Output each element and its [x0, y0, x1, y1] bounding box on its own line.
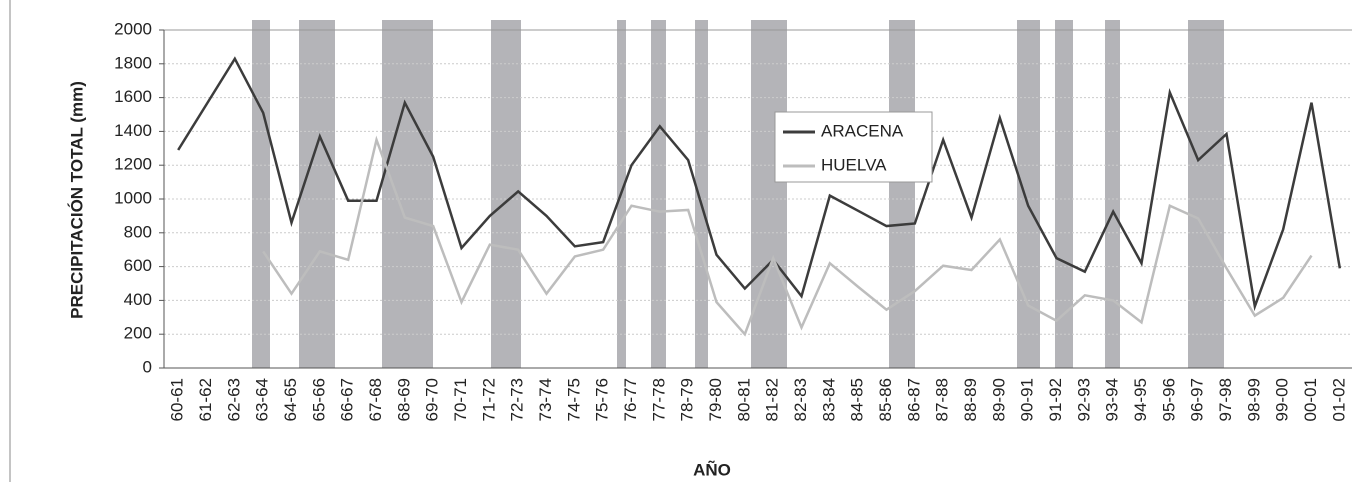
shaded-period: [1017, 20, 1040, 368]
y-axis-label: PRECIPITACIÓN TOTAL (mm): [67, 81, 86, 319]
series-line: [262, 135, 1313, 337]
y-tick-label: 1200: [114, 155, 152, 174]
x-axis-label: AÑO: [693, 459, 731, 479]
x-tick-label: 75-76: [593, 378, 612, 421]
x-tick-label: 01-02: [1329, 378, 1348, 421]
x-tick-label: 96-97: [1188, 378, 1207, 421]
shaded-period: [382, 20, 433, 368]
shaded-period: [1055, 20, 1073, 368]
x-tick-label: 97-98: [1216, 378, 1235, 421]
x-tick-label: 62-63: [224, 378, 243, 421]
x-tick-label: 85-86: [876, 378, 895, 421]
y-tick-label: 600: [124, 256, 152, 275]
x-tick-label: 60-61: [168, 378, 187, 421]
x-tick-label: 99-00: [1273, 378, 1292, 421]
y-tick-label: 400: [124, 290, 152, 309]
x-tick-label: 69-70: [423, 378, 442, 421]
y-tick-label: 1400: [114, 121, 152, 140]
x-tick-label: 70-71: [451, 378, 470, 421]
y-tick-label: 1600: [114, 87, 152, 106]
x-tick-label: 84-85: [848, 378, 867, 421]
x-tick-label: 79-80: [706, 378, 725, 421]
x-tick-label: 76-77: [621, 378, 640, 421]
x-tick-label: 86-87: [904, 378, 923, 421]
x-tick-label: 74-75: [564, 378, 583, 421]
shaded-period: [651, 20, 666, 368]
y-tick-label: 1000: [114, 188, 152, 207]
x-tick-label: 88-89: [961, 378, 980, 421]
x-tick-label: 64-65: [281, 378, 300, 421]
x-tick-label: 63-64: [253, 378, 272, 421]
shaded-period: [299, 20, 335, 368]
x-tick-label: 68-69: [394, 378, 413, 421]
x-tick-label: 87-88: [933, 378, 952, 421]
y-tick-label: 2000: [114, 19, 152, 38]
x-tick-label: 80-81: [734, 378, 753, 421]
x-tick-label: 90-91: [1018, 378, 1037, 421]
y-tick-label: 1800: [114, 53, 152, 72]
x-tick-label: 91-92: [1046, 378, 1065, 421]
series-line: [177, 56, 1342, 312]
x-tick-label: 72-73: [508, 378, 527, 421]
x-tick-label: 98-99: [1244, 378, 1263, 421]
y-tick-label: 800: [124, 222, 152, 241]
shaded-period: [695, 20, 708, 368]
x-tick-label: 73-74: [536, 378, 555, 421]
x-tick-label: 81-82: [763, 378, 782, 421]
x-tick-label: 93-94: [1103, 378, 1122, 421]
x-tick-label: 95-96: [1159, 378, 1178, 421]
x-tick-label: 83-84: [819, 378, 838, 421]
legend-label: ARACENA: [821, 121, 904, 140]
legend-box: [774, 111, 933, 183]
x-tick-label: 67-68: [366, 378, 385, 421]
legend-label: HUELVA: [821, 155, 887, 174]
shaded-period: [252, 20, 270, 368]
x-tick-label: 78-79: [678, 378, 697, 421]
x-tick-label: 65-66: [309, 378, 328, 421]
shaded-period: [889, 20, 915, 368]
x-tick-label: 82-83: [791, 378, 810, 421]
x-tick-label: 94-95: [1131, 378, 1150, 421]
x-tick-label: 77-78: [649, 378, 668, 421]
shaded-period: [1188, 20, 1224, 368]
x-tick-label: 71-72: [479, 378, 498, 421]
x-tick-label: 89-90: [989, 378, 1008, 421]
shaded-period: [1105, 20, 1120, 368]
x-tick-label: 66-67: [338, 378, 357, 421]
x-tick-label: 00-01: [1301, 378, 1320, 421]
shaded-period: [751, 20, 787, 368]
x-tick-label: 61-62: [196, 378, 215, 421]
y-tick-label: 0: [143, 357, 152, 376]
x-tick-label: 92-93: [1074, 378, 1093, 421]
y-tick-label: 200: [124, 324, 152, 343]
